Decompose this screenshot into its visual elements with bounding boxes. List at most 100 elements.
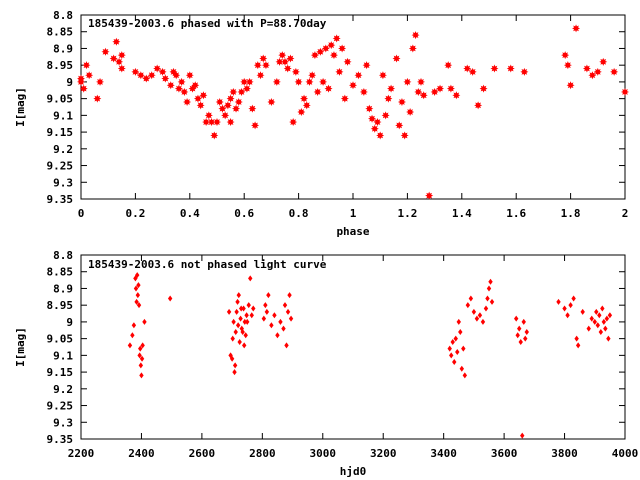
- data-point: [136, 302, 142, 309]
- data-point: [174, 84, 183, 93]
- plot-frame: [80, 254, 626, 440]
- data-point: [359, 87, 368, 96]
- data-point: [321, 44, 330, 53]
- data-point: [251, 305, 256, 312]
- data-point: [266, 292, 271, 299]
- data-point: [127, 342, 133, 349]
- data-point: [261, 315, 267, 322]
- data-point: [465, 302, 471, 309]
- data-point: [248, 275, 253, 282]
- data-point: [520, 432, 525, 439]
- data-point: [452, 359, 457, 366]
- data-point: [335, 67, 344, 76]
- phased-light-curve-plot: 8.8 8.85 8.9 8.95 9 9.05 9.1 9.15 9.2 9.25 9.3 9.35…: [14, 9, 629, 238]
- data-point: [249, 312, 254, 319]
- data-point: [272, 312, 277, 319]
- data-point: [85, 71, 94, 80]
- data-point: [242, 342, 247, 349]
- data-point: [142, 74, 151, 83]
- x-tick-label: 0.8: [289, 207, 309, 220]
- x-tick-label: 2200: [68, 447, 95, 460]
- data-point: [133, 285, 139, 292]
- data-point: [240, 328, 245, 335]
- plot-frame: [80, 14, 626, 200]
- x-tick-label: 1: [350, 207, 357, 220]
- data-point: [302, 101, 311, 110]
- data-point: [316, 47, 325, 56]
- data-point: [282, 302, 288, 309]
- data-point: [109, 54, 118, 63]
- data-point: [135, 292, 141, 299]
- data-point: [425, 191, 434, 200]
- data-point: [130, 332, 135, 339]
- data-point: [436, 84, 445, 93]
- data-point: [112, 37, 121, 46]
- data-point: [232, 369, 237, 376]
- data-point: [286, 54, 295, 63]
- data-point: [338, 44, 347, 53]
- data-point: [269, 322, 274, 329]
- data-point: [479, 84, 488, 93]
- data-point: [601, 318, 607, 325]
- data-point: [242, 318, 248, 325]
- data-point: [459, 365, 464, 372]
- x-tick-label: 1.2: [397, 207, 417, 220]
- data-point: [376, 131, 385, 140]
- data-point: [621, 87, 629, 96]
- x-axis-label: hjd0: [340, 465, 367, 478]
- data-point: [134, 298, 139, 305]
- data-point: [246, 302, 251, 309]
- data-point: [272, 77, 281, 86]
- data-point: [234, 97, 243, 106]
- y-tick-label: 8.9: [53, 282, 73, 295]
- data-point: [167, 295, 173, 302]
- x-tick-label: 1.6: [506, 207, 526, 220]
- data-point: [462, 372, 468, 379]
- data-point: [575, 342, 581, 349]
- x-tick-label: 2800: [249, 447, 276, 460]
- data-point: [468, 67, 477, 76]
- data-point: [230, 335, 235, 342]
- x-tick-label: 0.2: [125, 207, 145, 220]
- y-tick-label: 9.35: [47, 433, 74, 446]
- data-point: [506, 64, 515, 73]
- data-point: [489, 298, 495, 305]
- data-point: [226, 94, 235, 103]
- data-point: [237, 87, 246, 96]
- data-point: [566, 81, 575, 90]
- data-point: [523, 335, 528, 342]
- data-point: [563, 61, 572, 70]
- data-point: [226, 308, 232, 315]
- data-point: [474, 315, 480, 322]
- data-point: [514, 315, 519, 322]
- y-axis-label: I[mag]: [14, 87, 27, 127]
- data-point: [241, 305, 246, 312]
- data-point: [210, 131, 219, 140]
- data-point: [378, 71, 387, 80]
- data-point: [238, 315, 243, 322]
- data-point: [196, 101, 205, 110]
- data-point: [235, 322, 241, 329]
- data-point: [117, 51, 126, 60]
- data-point: [597, 312, 602, 319]
- data-point: [202, 118, 211, 127]
- data-point: [284, 342, 289, 349]
- data-point: [474, 101, 483, 110]
- y-tick-label: 9.15: [47, 126, 74, 139]
- data-point: [96, 77, 105, 86]
- data-point: [297, 108, 306, 117]
- data-point: [324, 84, 333, 93]
- data-point: [485, 295, 490, 302]
- data-point: [582, 64, 591, 73]
- data-point: [267, 97, 276, 106]
- data-point: [77, 74, 85, 83]
- data-point: [310, 51, 319, 60]
- data-point: [403, 77, 412, 86]
- data-point: [207, 118, 216, 127]
- data-point: [406, 108, 415, 117]
- data-point: [263, 302, 268, 309]
- data-point: [387, 84, 396, 93]
- data-point: [588, 71, 597, 80]
- data-point: [215, 97, 224, 106]
- data-point: [607, 312, 613, 319]
